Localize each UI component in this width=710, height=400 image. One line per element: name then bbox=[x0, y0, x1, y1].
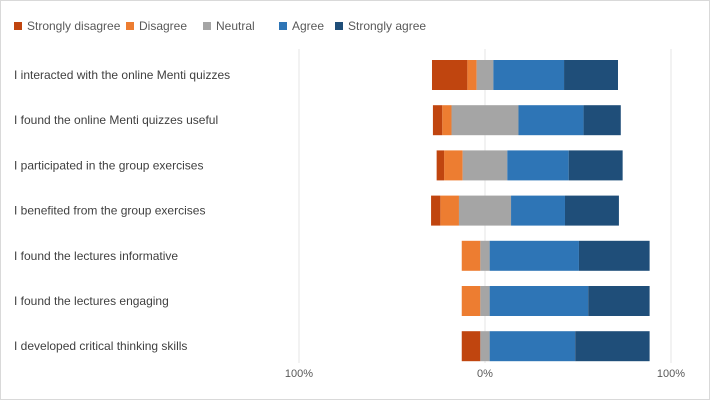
legend-label: Agree bbox=[292, 19, 325, 33]
legend-swatch bbox=[335, 22, 343, 30]
legend-label: Strongly agree bbox=[348, 19, 427, 33]
legend-label: Neutral bbox=[216, 19, 255, 33]
bar-agree bbox=[489, 240, 579, 271]
bar-disagree bbox=[442, 105, 452, 136]
bar-strongly-disagree bbox=[461, 331, 481, 362]
legend-swatch bbox=[14, 22, 22, 30]
bar-neutral bbox=[480, 331, 490, 362]
row-label: I found the online Menti quizzes useful bbox=[14, 113, 218, 127]
legend-item-strongly-agree: Strongly agree bbox=[335, 19, 426, 33]
legend-swatch bbox=[126, 22, 134, 30]
bar-strongly-disagree bbox=[432, 105, 443, 136]
bar-neutral bbox=[451, 105, 519, 136]
legend-item-strongly-disagree: Strongly disagree bbox=[14, 19, 120, 33]
bar-strongly-disagree bbox=[431, 195, 441, 226]
bar-neutral bbox=[480, 240, 490, 271]
x-tick-label: 100% bbox=[285, 368, 313, 380]
bar-strongly-agree bbox=[564, 60, 618, 90]
row-label: I found the lectures informative bbox=[14, 249, 178, 263]
row-label: I found the lectures engaging bbox=[14, 294, 169, 308]
bar-strongly-agree bbox=[578, 240, 650, 271]
bar-agree bbox=[507, 150, 569, 181]
legend-item-disagree: Disagree bbox=[126, 19, 187, 33]
legend-label: Strongly disagree bbox=[27, 19, 121, 33]
bar-strongly-agree bbox=[588, 286, 650, 316]
bar-strongly-agree bbox=[583, 105, 621, 136]
bar-disagree bbox=[467, 60, 477, 90]
bar-agree bbox=[489, 331, 576, 362]
row-label: I developed critical thinking skills bbox=[14, 339, 187, 353]
bar-strongly-agree bbox=[568, 150, 623, 181]
legend-item-neutral: Neutral bbox=[203, 19, 255, 33]
legend-swatch bbox=[279, 22, 287, 30]
bar-disagree bbox=[461, 240, 481, 271]
bar-agree bbox=[489, 286, 589, 316]
row-label: I interacted with the online Menti quizz… bbox=[14, 68, 230, 82]
bar-strongly-agree bbox=[564, 195, 619, 226]
bar-neutral bbox=[476, 60, 494, 90]
bar-neutral bbox=[458, 195, 512, 226]
bar-strongly-disagree bbox=[436, 150, 445, 181]
bar-disagree bbox=[440, 195, 459, 226]
x-tick-label: 0% bbox=[477, 368, 493, 380]
bar-neutral bbox=[480, 286, 490, 316]
legend-item-agree: Agree bbox=[279, 19, 324, 33]
row-label: I benefited from the group exercises bbox=[14, 204, 205, 218]
bar-neutral bbox=[462, 150, 508, 181]
bar-agree bbox=[493, 60, 565, 90]
row-label: I participated in the group exercises bbox=[14, 158, 203, 172]
legend-label: Disagree bbox=[139, 19, 188, 33]
bar-disagree bbox=[444, 150, 463, 181]
bar-agree bbox=[518, 105, 584, 136]
bar-strongly-disagree bbox=[431, 60, 468, 90]
x-tick-label: 100% bbox=[657, 368, 685, 380]
bar-agree bbox=[511, 195, 565, 226]
bar-strongly-agree bbox=[575, 331, 650, 362]
legend-swatch bbox=[203, 22, 211, 30]
bar-disagree bbox=[461, 286, 481, 316]
